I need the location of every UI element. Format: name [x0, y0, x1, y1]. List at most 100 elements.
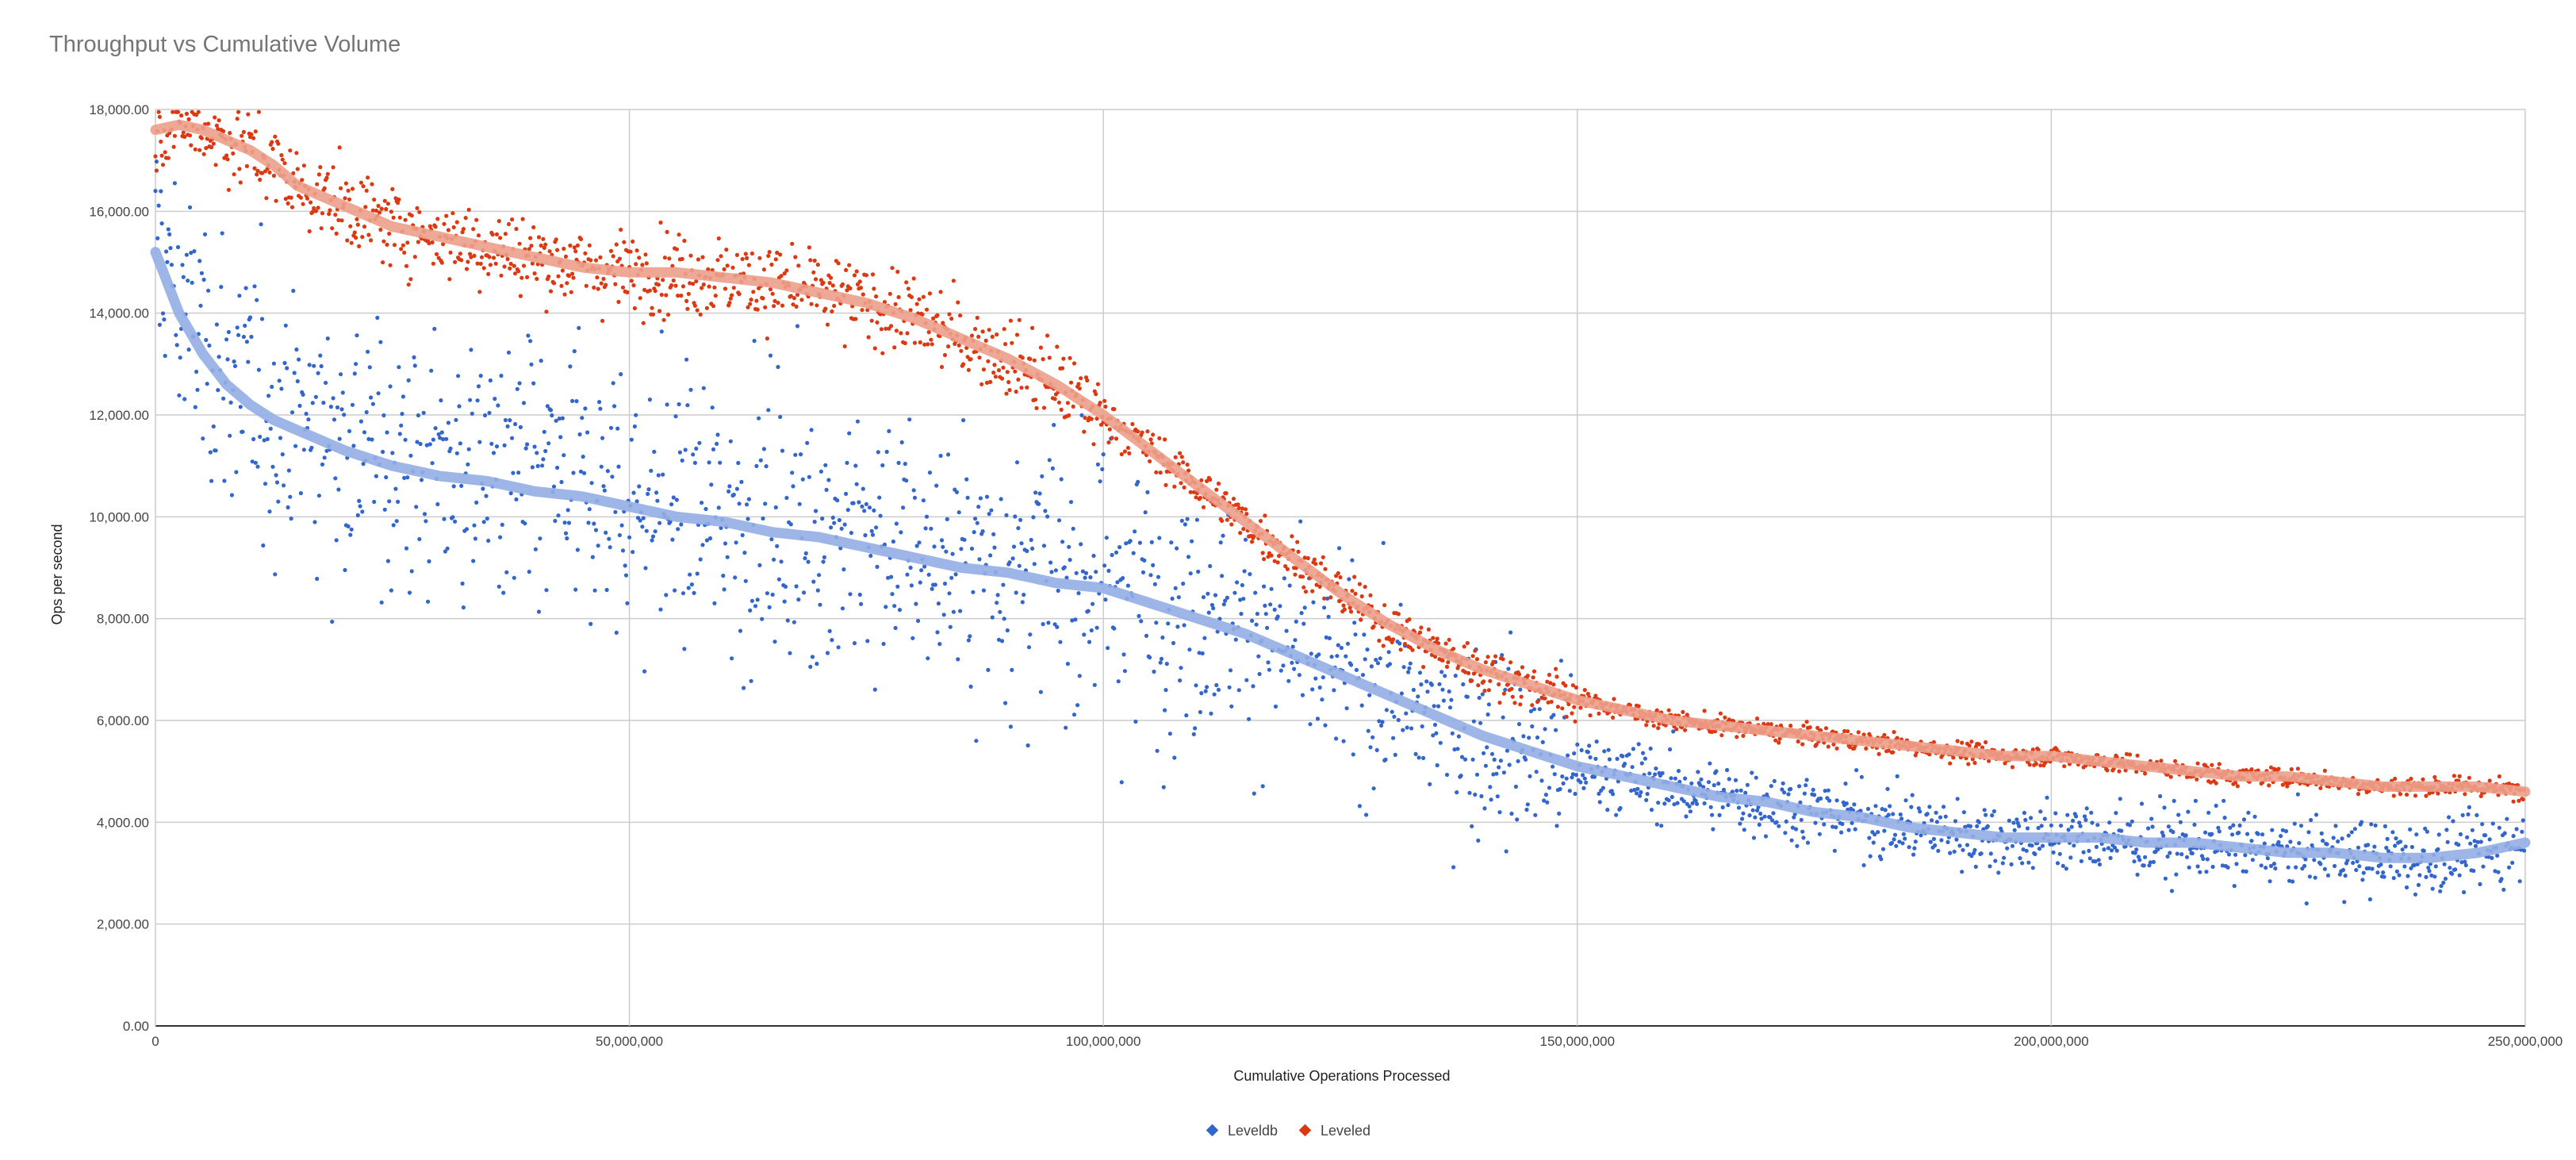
- data-point-leveled: [1972, 760, 1977, 766]
- data-point-leveldb: [703, 506, 708, 512]
- data-point-leveldb: [1938, 815, 1943, 820]
- data-point-leveldb: [2463, 859, 2467, 864]
- data-point-leveldb: [186, 278, 190, 283]
- data-point-leveled: [1122, 449, 1127, 454]
- data-point-leveldb: [991, 532, 996, 537]
- data-point-leveldb: [366, 349, 370, 354]
- data-point-leveldb: [867, 505, 872, 510]
- data-point-leveled: [1570, 683, 1575, 688]
- data-point-leveled: [939, 364, 945, 370]
- data-point-leveldb: [1068, 500, 1074, 505]
- data-point-leveldb: [1883, 808, 1888, 812]
- data-point-leveldb: [214, 322, 219, 327]
- data-point-leveldb: [1317, 652, 1321, 657]
- data-point-leveldb: [1684, 814, 1689, 819]
- data-point-leveled: [255, 168, 260, 173]
- data-point-leveled: [295, 167, 300, 171]
- data-point-leveled: [1483, 660, 1488, 665]
- data-point-leveled: [211, 141, 216, 146]
- data-point-leveled: [847, 263, 852, 267]
- data-point-leveled: [671, 278, 676, 283]
- data-point-leveldb: [964, 477, 969, 482]
- data-point-leveldb: [598, 406, 603, 411]
- data-point-leveled: [1231, 497, 1236, 501]
- data-point-leveled: [282, 161, 287, 166]
- data-point-leveldb: [1104, 536, 1109, 540]
- data-point-leveldb: [194, 369, 199, 375]
- data-point-leveldb: [1166, 621, 1171, 626]
- data-point-leveldb: [1792, 815, 1796, 820]
- data-point-leveled: [859, 286, 864, 290]
- data-point-leveldb: [1082, 632, 1087, 637]
- data-point-leveldb: [2425, 829, 2429, 834]
- data-point-leveldb: [1221, 533, 1225, 538]
- data-point-leveled: [1426, 627, 1431, 632]
- data-point-leveled: [1005, 370, 1010, 375]
- data-point-leveled: [1470, 678, 1474, 683]
- data-point-leveldb: [1002, 616, 1006, 621]
- data-point-leveled: [217, 118, 221, 123]
- data-point-leveled: [399, 247, 404, 252]
- data-point-leveldb: [2083, 817, 2088, 822]
- data-point-leveldb: [342, 413, 347, 417]
- data-point-leveldb: [2499, 877, 2504, 882]
- data-point-leveled: [370, 208, 375, 213]
- data-point-leveldb: [1056, 518, 1062, 523]
- data-point-leveldb: [2295, 792, 2300, 797]
- data-point-leveled: [1214, 487, 1219, 492]
- data-point-leveldb: [174, 332, 178, 337]
- data-point-leveled: [319, 226, 324, 231]
- data-point-leveldb: [2066, 828, 2071, 832]
- data-point-leveldb: [190, 280, 194, 285]
- data-point-leveled: [301, 202, 305, 206]
- data-point-leveled: [1861, 732, 1866, 737]
- data-point-leveldb: [1721, 787, 1727, 793]
- data-point-leveldb: [2459, 860, 2464, 865]
- data-point-leveldb: [797, 501, 802, 506]
- data-point-leveldb: [1045, 514, 1050, 519]
- data-point-leveldb: [286, 505, 290, 510]
- data-point-leveled: [486, 271, 491, 276]
- data-point-leveldb: [995, 601, 999, 605]
- data-point-leveldb: [1597, 800, 1602, 805]
- data-point-leveldb: [1676, 769, 1681, 774]
- data-point-leveldb: [1447, 689, 1451, 694]
- data-point-leveldb: [907, 417, 912, 422]
- data-point-leveldb: [2302, 863, 2307, 868]
- data-point-leveldb: [599, 464, 604, 469]
- data-point-leveled: [754, 298, 759, 303]
- data-point-leveldb: [2331, 835, 2336, 840]
- data-point-leveldb: [515, 386, 519, 391]
- data-point-leveldb: [301, 392, 305, 397]
- data-point-leveled: [814, 277, 818, 282]
- data-point-leveldb: [992, 545, 997, 550]
- data-point-leveldb: [984, 494, 990, 499]
- data-point-leveled: [595, 275, 600, 280]
- data-point-leveldb: [2071, 818, 2076, 823]
- data-point-leveled: [244, 163, 249, 168]
- data-point-leveldb: [2367, 897, 2372, 902]
- data-point-leveled: [307, 229, 312, 234]
- data-point-leveled: [869, 318, 874, 323]
- data-point-leveldb: [293, 444, 298, 448]
- data-point-leveldb: [784, 495, 789, 501]
- data-point-leveldb: [2007, 818, 2011, 823]
- data-point-leveled: [310, 209, 315, 214]
- data-point-leveled: [1107, 427, 1112, 432]
- legend-item-leveldb[interactable]: Leveldb: [1206, 1123, 1278, 1139]
- data-point-leveldb: [1976, 820, 1981, 824]
- data-point-leveldb: [1891, 812, 1896, 816]
- data-point-leveled: [1082, 429, 1087, 434]
- data-point-leveldb: [535, 463, 540, 469]
- legend-item-leveled[interactable]: Leveled: [1298, 1123, 1370, 1139]
- data-point-leveled: [929, 337, 933, 342]
- data-point-leveldb: [1282, 576, 1286, 581]
- data-point-leveldb: [153, 189, 158, 194]
- data-point-leveldb: [1106, 568, 1111, 574]
- data-point-leveled: [571, 275, 576, 280]
- data-point-leveled: [659, 292, 664, 298]
- data-point-leveled: [1102, 398, 1107, 403]
- data-point-leveled: [312, 205, 316, 211]
- data-point-leveldb: [1534, 770, 1539, 774]
- data-point-leveldb: [2313, 875, 2317, 880]
